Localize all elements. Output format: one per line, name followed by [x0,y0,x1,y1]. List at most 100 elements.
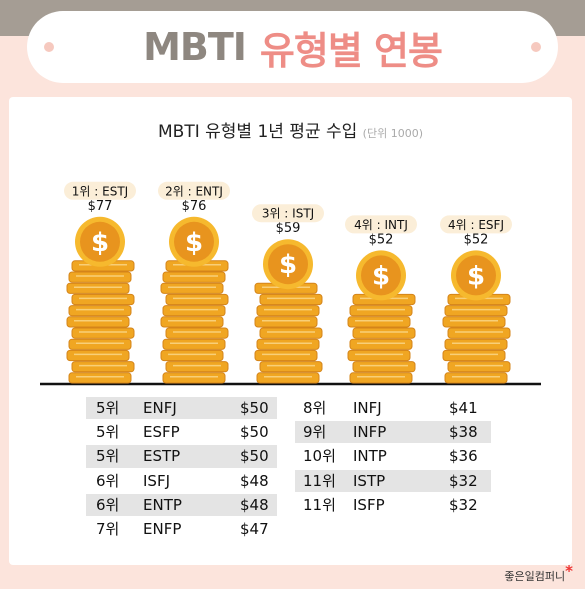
stack-layer [162,372,226,384]
chart-title-text: MBTI 유형별 1년 평균 수입 [157,122,358,142]
ranking-rank: 7위 [96,519,120,538]
ranking-row: 9위 INFP $38 [295,420,491,444]
stack-layer [256,338,320,350]
rank-pill [440,215,512,234]
category-label: 4위 : ESFJ [448,218,504,232]
credit: 좋은일컴퍼니* [504,562,573,584]
banner-dot-right [531,42,541,52]
stack-layer [347,349,411,362]
stack-layer [442,349,506,362]
chart-card: MBTI 유형별 1년 평균 수입 (단위 1000) $ $77 1위 : EST… [9,97,572,565]
stack-layer [444,338,508,350]
ranking-row: 5위 ESFP $50 [86,420,277,444]
ranking-rank: 8위 [303,399,327,417]
stack-layer [160,349,224,362]
ranking-row: 6위 ENTP $48 [86,493,277,517]
coin-dollar-icon: $ [279,250,297,280]
ranking-row: 6위 ISFJ $48 [86,469,277,493]
rank-pill [252,204,324,223]
ranking-rank: 9위 [303,423,327,442]
ranking-income: $50 [240,423,269,442]
ranking-rank: 10위 [303,447,336,466]
stack-layer [66,316,130,328]
coin-dollar-icon: $ [185,228,203,258]
coin-dollar-icon: $ [467,261,485,291]
rank-pill [64,181,136,200]
ranking-type: ESTP [143,447,181,466]
ranking-type: INFP [353,423,387,442]
ranking-rank: 6위 [96,471,120,490]
coin-dollar-icon: $ [91,228,109,258]
data-label: $52 [369,232,394,247]
ranking-income: $47 [240,519,269,538]
stack-layer [444,372,508,384]
stack-layer [160,316,224,328]
ranking-rank: 5위 [96,423,120,442]
ranking-table-right: 8위 INFJ $41 9위 INFP $38 10위 INTP $36 11위 ISTP $32 11… [295,396,491,517]
ranking-type: INTP [353,447,387,466]
ranking-income: $38 [449,423,478,442]
stack-layer [347,316,411,328]
data-label: $59 [276,221,301,236]
ranking-row: 7위 ENFP $47 [86,517,277,541]
stack-layer [162,305,226,317]
stack-layer [71,361,135,373]
credit-text: 좋은일컴퍼니 [504,570,566,583]
rank-pill [345,215,417,234]
ranking-rank: 11위 [303,495,336,514]
ranking-type: INFJ [353,399,382,417]
stack-layer [259,361,323,373]
stack-layer [68,305,132,317]
ranking-row: 5위 ESTP $50 [86,444,277,468]
stack-layer [165,361,229,373]
ranking-income: $41 [449,399,478,417]
category-label: 1위 : ESTJ [72,184,128,198]
stack-layer [349,305,413,317]
data-label: $77 [88,199,113,214]
ranking-table-left: 5위 ENFJ $50 5위 ESFP $50 5위 ESTP $50 6위 ISFJ $48 6위 EN… [86,396,277,541]
ranking-income: $50 [240,447,269,466]
stack-layer [442,316,506,328]
stack-layer [71,293,135,306]
category-label: 4위 : INTJ [354,218,408,232]
ranking-row: 11위 ISFP $32 [295,493,491,517]
ranking-row: 8위 INFJ $41 [295,396,491,420]
stack-layer [256,372,320,384]
stack-layer [352,361,416,373]
coin-face [361,255,401,296]
banner-dot-left [44,42,54,52]
coin-face [456,255,496,296]
stack-layer [349,338,413,350]
rank-pill [158,181,230,200]
ranking-rank: 5위 [96,447,120,466]
ranking-type: ISFP [353,495,385,514]
stack-layer [259,327,323,339]
stack-layer [162,338,226,350]
stack-layer [68,338,132,350]
ranking-type: ISFJ [143,471,170,490]
ranking-type: ESFP [143,423,180,442]
coin-face [174,221,214,262]
stack-layer [165,293,229,306]
stack-layer [352,327,416,339]
stack-layer [162,271,226,283]
stack-layer [68,271,132,283]
title-mbti: MBTI [143,25,247,69]
coin-face [268,244,308,285]
title-salary-by-type: 유형별 연봉 [259,28,443,73]
stack-layer [68,372,132,384]
ranking-row: 10위 INTP $36 [295,444,491,468]
coin-dollar-icon: $ [372,261,390,291]
category-label: 2위 : ENTJ [165,184,223,198]
ranking-income: $32 [449,495,478,514]
stack-layer [349,372,413,384]
ranking-rank: 11위 [303,471,336,490]
title-banner: MBTI 유형별 연봉 [27,11,558,83]
stack-layer [447,327,511,339]
ranking-type: ENTP [143,495,182,514]
